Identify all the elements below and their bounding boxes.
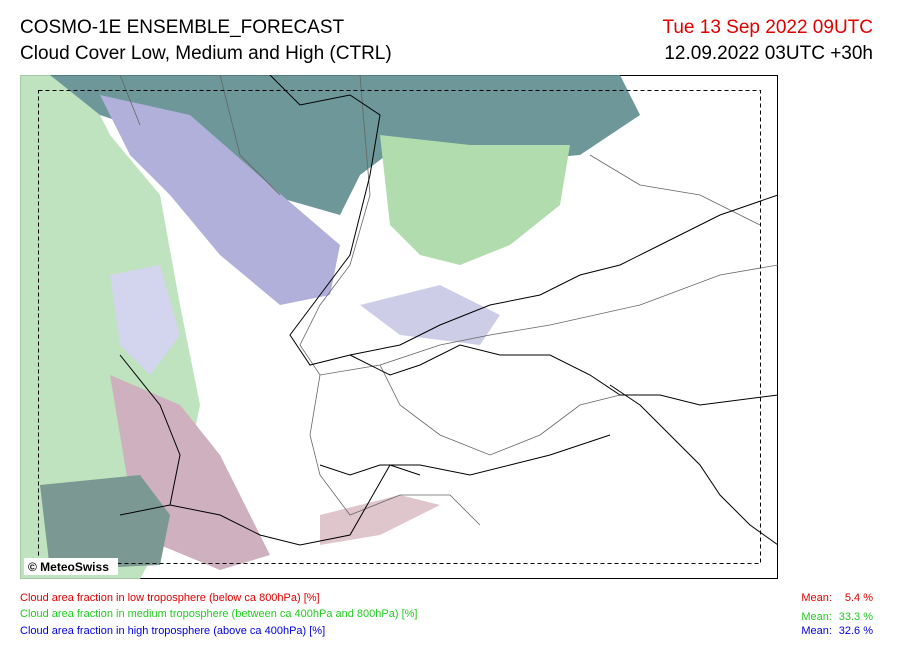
mean-label: Mean: xyxy=(801,611,832,623)
mean-medium: Mean: 33.3 % xyxy=(794,611,873,623)
subtitle: Cloud Cover Low, Medium and High (CTRL) xyxy=(20,43,392,64)
valid-time: Tue 13 Sep 2022 09UTC xyxy=(662,17,873,38)
legend-high: Cloud area fraction in high troposphere … xyxy=(20,625,326,637)
mean-low: Mean: 5.4 % xyxy=(794,592,873,604)
mean-label: Mean: xyxy=(801,625,832,637)
legend-medium: Cloud area fraction in medium tropospher… xyxy=(20,608,418,620)
title: COSMO-1E ENSEMBLE_FORECAST xyxy=(20,17,345,38)
mean-high: Mean: 32.6 % xyxy=(794,625,873,637)
mean-value: 32.6 % xyxy=(838,625,873,637)
mean-value: 5.4 % xyxy=(844,592,873,604)
run-time: 12.09.2022 03UTC +30h xyxy=(664,43,873,64)
credit: © MeteoSwiss xyxy=(28,560,109,574)
legend-low: Cloud area fraction in low troposphere (… xyxy=(20,592,320,604)
map: © MeteoSwiss xyxy=(20,75,778,579)
mean-label: Mean: xyxy=(801,592,832,604)
credit-box xyxy=(24,558,118,575)
mean-value: 33.3 % xyxy=(838,611,873,623)
